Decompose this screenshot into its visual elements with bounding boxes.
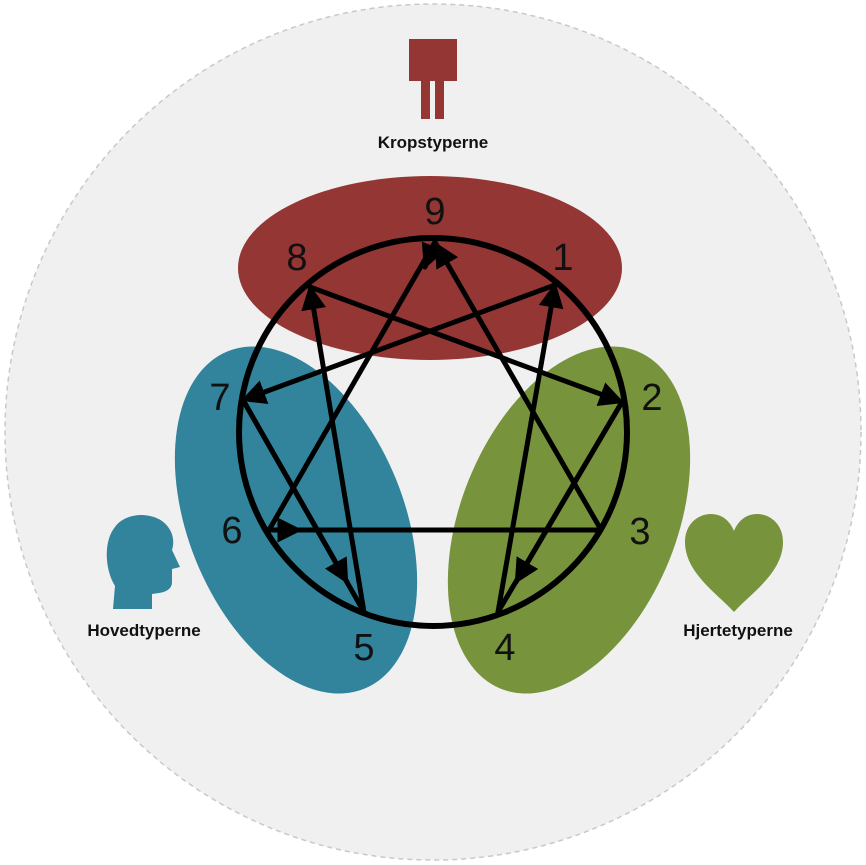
line-5-to-8 [301, 284, 367, 615]
number-6: 6 [221, 510, 242, 552]
number-5: 5 [353, 627, 374, 669]
heart-group-label: Hjertetyperne [683, 621, 793, 640]
arrow-2-to-4 [513, 399, 625, 585]
number-7: 7 [209, 377, 230, 419]
line-8-to-2 [307, 284, 625, 406]
background-circle [4, 3, 862, 861]
line-9-to-6 [266, 239, 438, 533]
head-profile-icon [106, 515, 180, 609]
body-silhouette-icon [409, 39, 457, 119]
enneagram-circle [236, 235, 630, 629]
line-1-to-7 [240, 282, 558, 404]
connection-lines [240, 239, 625, 615]
heart-icon [685, 514, 783, 612]
number-8: 8 [286, 237, 307, 279]
number-4: 4 [494, 627, 515, 669]
body-group-label: Kropstyperne [378, 133, 489, 152]
arrow-7-to-5 [240, 397, 350, 585]
number-1: 1 [552, 237, 573, 279]
arrow-9-to-6 [421, 239, 445, 270]
number-3: 3 [629, 511, 650, 553]
number-9: 9 [424, 191, 445, 233]
number-2: 2 [641, 377, 662, 419]
line-4-to-1 [495, 282, 564, 615]
head-group-label: Hovedtyperne [87, 621, 200, 640]
